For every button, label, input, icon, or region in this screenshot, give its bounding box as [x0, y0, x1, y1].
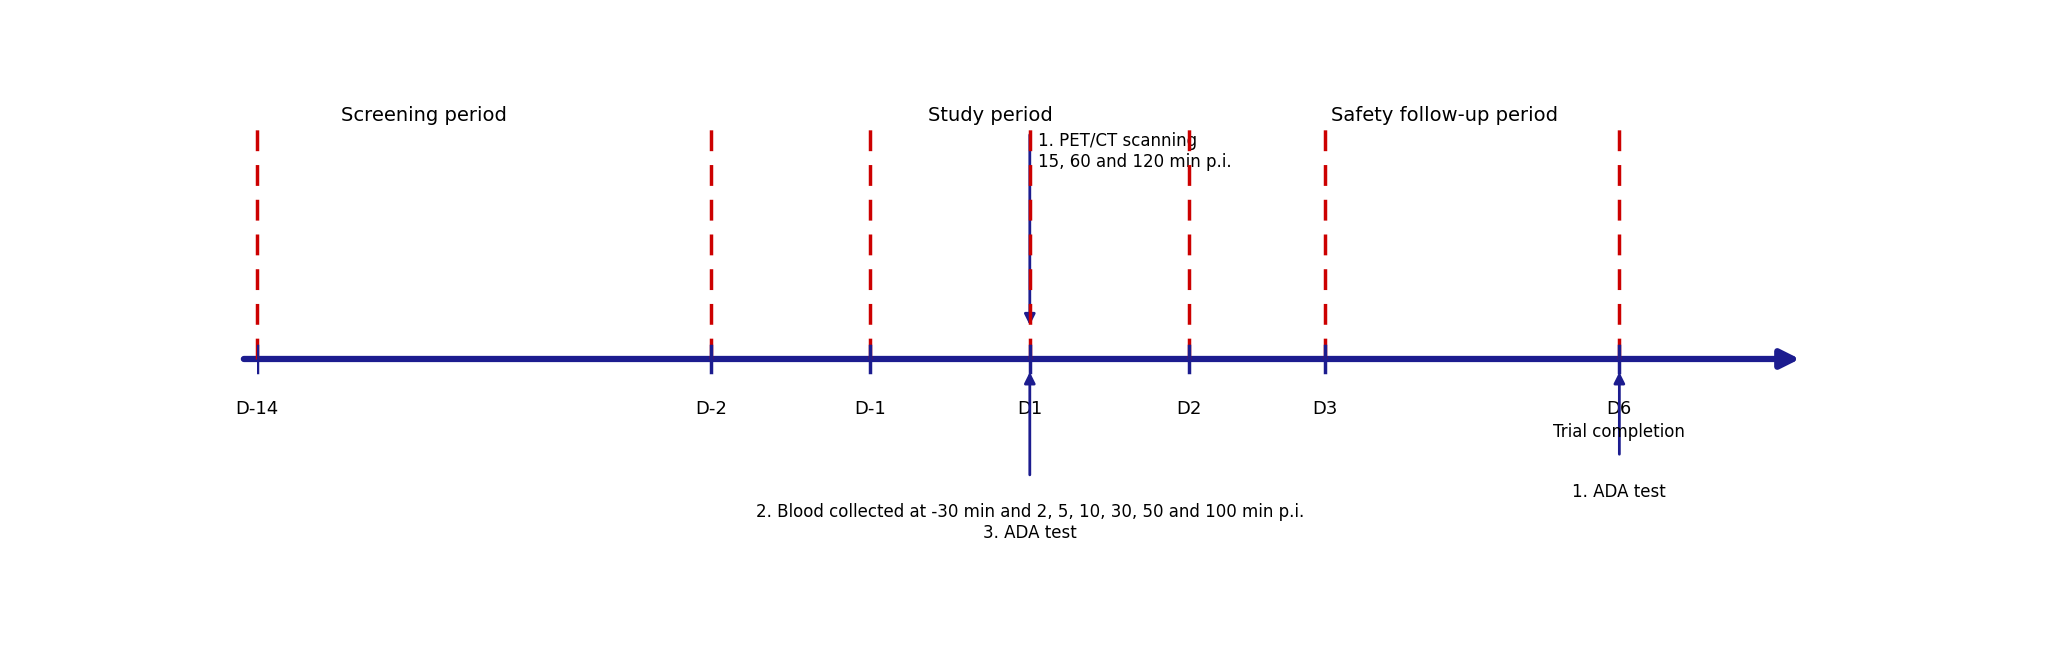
Text: Screening period: Screening period	[341, 106, 508, 125]
Text: D2: D2	[1176, 400, 1203, 418]
Text: 1. PET/CT scanning
15, 60 and 120 min p.i.: 1. PET/CT scanning 15, 60 and 120 min p.…	[1038, 132, 1232, 171]
Text: D3: D3	[1312, 400, 1336, 418]
Text: D6: D6	[1606, 400, 1632, 418]
Text: D-1: D-1	[855, 400, 886, 418]
Text: 2. Blood collected at -30 min and 2, 5, 10, 30, 50 and 100 min p.i.
3. ADA test: 2. Blood collected at -30 min and 2, 5, …	[757, 503, 1304, 542]
Text: D-14: D-14	[234, 400, 280, 418]
Text: 1. ADA test: 1. ADA test	[1573, 483, 1665, 500]
Text: Trial completion: Trial completion	[1554, 423, 1686, 442]
Text: D-2: D-2	[695, 400, 728, 418]
Text: D1: D1	[1018, 400, 1042, 418]
Text: Safety follow-up period: Safety follow-up period	[1330, 106, 1558, 125]
Text: Study period: Study period	[927, 106, 1053, 125]
